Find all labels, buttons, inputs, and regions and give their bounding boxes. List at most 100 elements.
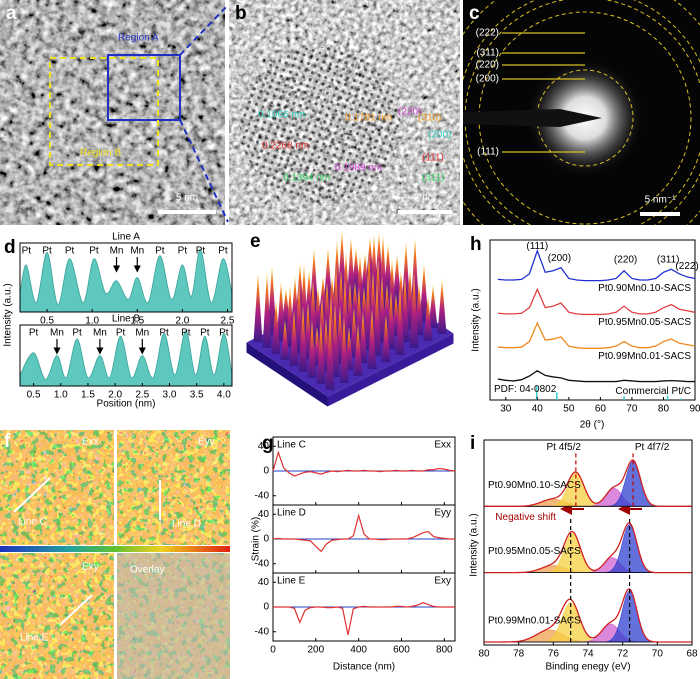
- line-label: Line D: [172, 519, 201, 530]
- x-tick-label: 2.0: [175, 316, 189, 327]
- peak-label: (200): [548, 253, 571, 264]
- surface-spike: [387, 259, 397, 317]
- component-label: Eyy: [434, 508, 451, 519]
- panel-label: g: [262, 433, 274, 454]
- x-tick-label: 4.0: [217, 390, 231, 401]
- plot-frame: [489, 239, 696, 401]
- surface-spike: [372, 283, 382, 356]
- x-tick-label: 1.0: [54, 390, 68, 401]
- panel-label: f: [4, 431, 11, 452]
- y-tick-label: -40: [255, 490, 270, 501]
- series-label: Commercial Pt/C: [615, 386, 691, 397]
- ring-label: (200): [476, 74, 499, 85]
- color-bar: [0, 546, 230, 552]
- surface-spike: [271, 300, 281, 354]
- peak-label: Mn: [130, 246, 144, 257]
- scale-label: 2 nm: [414, 193, 436, 204]
- surface-spike: [280, 320, 290, 360]
- annotation: Negative shift: [495, 512, 556, 523]
- x-axis-label: Position (nm): [97, 399, 156, 410]
- panel-label: e: [250, 231, 261, 252]
- overlay-tint: [117, 553, 230, 679]
- x-tick-label: 60: [595, 404, 607, 415]
- surface-spike: [363, 275, 373, 350]
- surface-spike: [299, 263, 309, 340]
- surface-spike: [409, 272, 419, 348]
- annotation: Pt 4f5/2: [546, 442, 581, 453]
- surface-spike: [339, 316, 349, 383]
- peak-label: (220): [614, 255, 637, 266]
- spacing-label: 0.2268 nm: [262, 141, 309, 152]
- surface-spike: [395, 288, 405, 355]
- surface-spike: [355, 254, 365, 312]
- surface-spike: [262, 271, 272, 348]
- line-label: Line E: [20, 633, 49, 644]
- xrd-line: [497, 287, 696, 316]
- surface-spike: [437, 278, 447, 334]
- surface-spike: [253, 273, 263, 342]
- surface-spike: [419, 263, 429, 322]
- y-tick-label: 0: [263, 466, 269, 477]
- x-tick-label: 70: [652, 649, 664, 660]
- x-tick-label: 50: [563, 404, 575, 415]
- x-tick-label: 2.5: [135, 390, 149, 401]
- panel-title: Line A: [112, 232, 140, 243]
- x-tick-label: 30: [500, 404, 512, 415]
- peak-label: Pt: [65, 246, 75, 257]
- panel-label: i: [470, 433, 475, 454]
- surface-spike: [316, 321, 326, 384]
- surface-plot: [246, 230, 454, 407]
- beam-stop: [463, 109, 602, 127]
- y-tick-label: 40: [258, 441, 270, 452]
- tem-image: [0, 0, 225, 225]
- plot-frame: [19, 242, 233, 313]
- scale-label: 5 nm: [176, 193, 198, 204]
- series-label: Pt0.95Mn0.05-SACS: [598, 317, 691, 328]
- profile-line: [59, 594, 93, 626]
- spacing-label: 0.1989 nm: [335, 163, 382, 174]
- y-tick-label: 40: [258, 577, 270, 588]
- surface-spike: [423, 296, 433, 341]
- lattice: [240, 47, 400, 203]
- series-label: Pt0.90Mn0.10-SACS: [598, 283, 691, 294]
- peak-label: Pt: [89, 246, 99, 257]
- surface-spike: [323, 247, 333, 307]
- x-axis-label: Binding enegy (eV): [545, 662, 630, 673]
- zoom-line: [179, 119, 229, 223]
- surface-spike: [340, 280, 350, 351]
- strain-maps: [0, 430, 230, 679]
- profile-area: [19, 248, 233, 313]
- map-label: Eyy: [198, 437, 215, 448]
- peak-label: Pt: [200, 328, 210, 339]
- strain-map: [117, 430, 230, 545]
- x-tick-label: 1.5: [81, 390, 95, 401]
- x-tick-label: 40: [532, 404, 544, 415]
- x-tick-label: 72: [617, 649, 629, 660]
- x-tick-label: 80: [658, 404, 670, 415]
- surface-spike: [346, 236, 356, 306]
- xrd-line: [497, 321, 696, 349]
- x-tick-label: 74: [582, 649, 594, 660]
- y-tick-label: -40: [255, 558, 270, 569]
- map-label: Exx: [82, 437, 99, 448]
- panel-title: Line C: [277, 440, 306, 451]
- peak-label: Pt: [218, 246, 228, 257]
- plane-label: (311): [422, 173, 445, 184]
- peak-label: Pt: [181, 328, 191, 339]
- peak-label: Pt: [42, 246, 52, 257]
- x-tick-label: 1.5: [130, 316, 144, 327]
- peak-label: (111): [526, 241, 548, 252]
- x-tick-label: 80: [478, 649, 490, 660]
- plane-label: (310): [418, 113, 441, 124]
- y-axis-label: Intensity (a.u.): [471, 288, 482, 351]
- region-box: [49, 57, 159, 166]
- y-tick-label: 0: [263, 602, 269, 613]
- surface-spike: [358, 311, 368, 363]
- peak-label: Mn: [135, 328, 149, 339]
- ring-label: (222): [476, 28, 499, 39]
- peak-label: Pt: [219, 328, 229, 339]
- spectrum-label: Pt0.95Mn0.05-SACS: [488, 546, 581, 557]
- surface-side: [327, 333, 454, 407]
- spacing-label: 0.1394 nm: [283, 173, 330, 184]
